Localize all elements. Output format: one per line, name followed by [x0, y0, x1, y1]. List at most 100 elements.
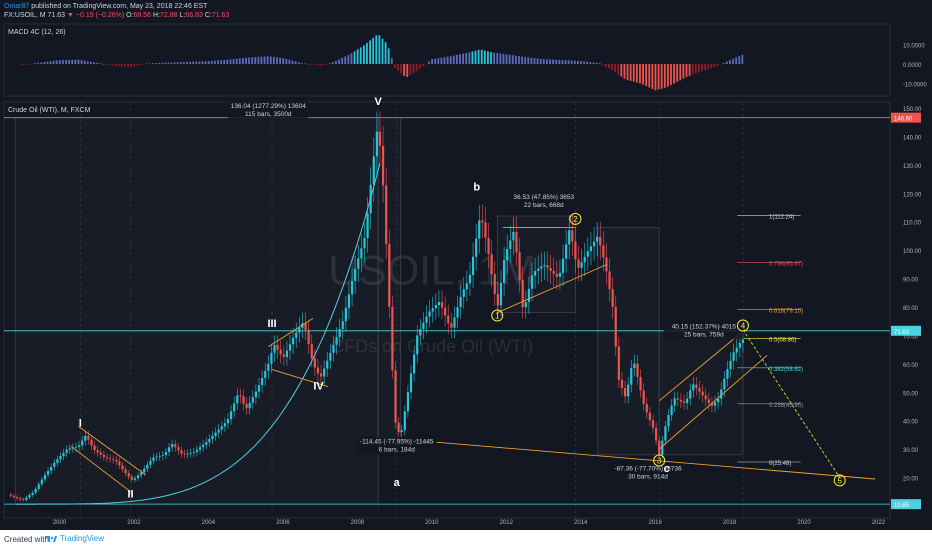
macd-bar [710, 64, 713, 69]
candle-body [515, 231, 518, 253]
candle-body [276, 344, 279, 350]
candle-body [499, 282, 503, 306]
fib-level-label: 0.786(95.67) [769, 261, 803, 267]
watermark-name: CFDs on Crude Oil (WTI) [331, 336, 533, 356]
candle-body [447, 315, 450, 324]
macd-bar [338, 59, 340, 64]
candle-body [726, 369, 729, 379]
macd-bar [459, 54, 461, 64]
price-y-tick-label: 120.00 [903, 192, 922, 198]
candle-body [723, 378, 726, 390]
candle-body [149, 460, 152, 465]
macd-bar [533, 58, 536, 64]
macd-bar [586, 61, 589, 64]
long-trendline [383, 437, 876, 480]
candle-body [177, 447, 180, 451]
candle-body [180, 450, 183, 454]
macd-bar [304, 63, 306, 65]
candle-body [242, 396, 245, 404]
macd-bar [266, 56, 269, 64]
candle-body [409, 373, 413, 393]
macd-bar [248, 57, 250, 64]
macd-bar [300, 63, 303, 64]
tradingview-link[interactable]: TradingView [60, 534, 105, 543]
price-pane[interactable] [3, 101, 891, 519]
candle-body [270, 352, 273, 364]
macd-bar [145, 63, 148, 65]
macd-bar [688, 64, 691, 76]
candle-body [444, 307, 447, 316]
candle-body [338, 329, 341, 338]
macd-bar [344, 56, 347, 64]
candle-body [115, 459, 118, 462]
macd-bar [577, 60, 579, 64]
macd-bar [362, 45, 365, 64]
macd-bar [263, 56, 266, 64]
candle-body [84, 435, 87, 441]
candle-body [19, 498, 22, 500]
macd-bar [567, 60, 570, 64]
macd-bar [192, 61, 195, 64]
candle-body [257, 385, 261, 392]
macd-bar [397, 64, 399, 71]
macd-y-tick-label: 10.0000 [903, 44, 925, 50]
candle-body [285, 350, 289, 357]
macd-bar [437, 58, 440, 64]
candle-body [713, 402, 717, 406]
macd-bar [589, 62, 592, 64]
macd-bar [735, 57, 738, 64]
publish-info: Omar87 published on TradingView.com, May… [4, 2, 207, 11]
macd-bar [456, 54, 458, 64]
macd-bar [179, 62, 182, 64]
macd-bar [294, 61, 297, 64]
candle-body [108, 458, 112, 460]
macd-bar [729, 60, 731, 64]
macd-bar [390, 58, 393, 64]
candle-body [34, 488, 37, 493]
candle-body [25, 497, 28, 500]
macd-bar [642, 64, 644, 85]
macd-bar [49, 61, 52, 64]
macd-bar [573, 60, 576, 64]
macd-bar [198, 61, 201, 64]
macd-bar [251, 57, 254, 64]
macd-bar [511, 55, 514, 64]
macd-pane[interactable] [3, 23, 891, 97]
candle-body [381, 145, 385, 186]
price-y-tick-label: 30.00 [903, 448, 919, 454]
author-link[interactable]: Omar87 [4, 3, 30, 10]
macd-bar [406, 64, 409, 77]
fib-level-label: 0.618(79.10) [769, 309, 803, 315]
macd-bar [232, 59, 235, 64]
candle-body [292, 337, 295, 345]
measurement-label-bg [663, 321, 744, 340]
candle-body [118, 461, 121, 466]
wave-iv-channel-bottom [271, 369, 329, 388]
candle-body [378, 131, 382, 146]
candle-body [158, 455, 161, 457]
candle-body [214, 432, 217, 436]
candle-body [279, 349, 282, 355]
candle-body [521, 279, 524, 308]
candle-body [385, 185, 388, 244]
macd-bar [583, 61, 586, 64]
fib-level-label: 0(25.48) [769, 461, 791, 467]
macd-bar [465, 52, 468, 64]
macd-bar [186, 61, 188, 64]
candle-body [121, 465, 124, 470]
macd-bar [21, 64, 24, 65]
candle-body [62, 452, 65, 457]
macd-bar [679, 64, 682, 81]
candle-body [198, 447, 202, 450]
tradingview-logo-icon [46, 536, 57, 542]
macd-bar [46, 61, 49, 64]
fib-level-label: 0.382(58.62) [769, 367, 803, 373]
x-tick-label: 2000 [53, 520, 67, 526]
wave-label-roman: II [128, 488, 134, 500]
candle-body [667, 415, 670, 427]
macd-bar [291, 60, 294, 64]
macd-bar [297, 62, 300, 64]
macd-bar [207, 61, 210, 64]
price-y-tick-label: 90.00 [903, 278, 919, 284]
